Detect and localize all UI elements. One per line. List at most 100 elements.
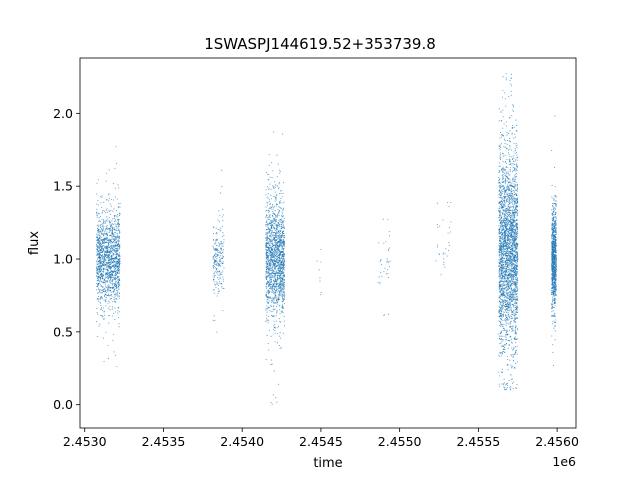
data-point bbox=[266, 334, 268, 337]
data-point bbox=[97, 284, 99, 286]
data-point bbox=[502, 289, 504, 291]
data-point bbox=[272, 297, 274, 299]
data-point bbox=[503, 297, 505, 299]
data-point bbox=[500, 220, 502, 222]
data-point bbox=[267, 297, 269, 299]
data-point bbox=[97, 292, 99, 294]
data-point bbox=[278, 261, 280, 263]
data-point bbox=[108, 194, 110, 196]
data-point bbox=[116, 289, 118, 292]
data-point bbox=[101, 243, 104, 245]
data-point bbox=[119, 212, 121, 214]
data-point bbox=[268, 199, 270, 201]
data-point bbox=[507, 314, 509, 316]
data-point bbox=[499, 343, 501, 345]
data-point bbox=[278, 305, 280, 307]
data-point bbox=[215, 239, 217, 241]
data-point bbox=[119, 229, 121, 231]
data-point bbox=[512, 199, 515, 201]
data-point bbox=[501, 226, 503, 228]
data-point bbox=[511, 330, 513, 332]
data-point bbox=[266, 290, 268, 292]
data-point bbox=[279, 251, 281, 254]
data-point bbox=[106, 253, 108, 255]
data-point bbox=[114, 249, 116, 251]
data-point bbox=[514, 336, 516, 338]
data-point bbox=[275, 232, 277, 234]
data-point bbox=[114, 293, 116, 296]
data-point bbox=[102, 234, 104, 236]
data-point bbox=[104, 281, 106, 283]
data-point bbox=[271, 231, 273, 233]
data-point bbox=[96, 245, 98, 248]
data-point bbox=[280, 258, 282, 260]
data-point bbox=[284, 281, 286, 283]
data-point bbox=[513, 215, 515, 217]
data-point bbox=[502, 175, 504, 177]
data-point bbox=[219, 259, 221, 261]
data-point bbox=[221, 272, 223, 274]
data-point bbox=[274, 291, 276, 293]
data-point bbox=[100, 275, 102, 278]
data-point bbox=[101, 292, 103, 294]
data-point bbox=[102, 271, 104, 273]
data-point bbox=[500, 269, 502, 271]
data-point bbox=[499, 306, 501, 308]
data-point bbox=[270, 220, 272, 222]
data-point bbox=[509, 340, 511, 342]
data-point bbox=[511, 104, 513, 106]
data-point bbox=[119, 247, 121, 249]
data-point bbox=[266, 292, 268, 294]
data-point bbox=[275, 298, 277, 300]
data-point bbox=[114, 269, 116, 271]
data-point bbox=[517, 307, 519, 309]
data-point bbox=[105, 254, 107, 257]
data-point bbox=[117, 214, 119, 216]
data-point bbox=[504, 209, 506, 211]
data-point bbox=[505, 173, 507, 175]
data-point bbox=[114, 196, 116, 198]
data-point bbox=[281, 225, 283, 227]
data-point bbox=[115, 287, 117, 289]
data-point bbox=[273, 261, 275, 263]
data-point bbox=[270, 310, 272, 312]
data-point bbox=[276, 154, 278, 156]
data-point bbox=[274, 250, 276, 252]
data-point bbox=[108, 279, 110, 281]
data-point bbox=[275, 286, 277, 289]
data-point bbox=[509, 241, 511, 243]
data-point bbox=[214, 249, 216, 251]
data-point bbox=[219, 271, 221, 273]
data-point bbox=[283, 252, 285, 254]
data-point bbox=[106, 199, 108, 201]
data-point bbox=[114, 216, 116, 218]
data-point bbox=[267, 225, 269, 227]
data-point bbox=[281, 221, 283, 223]
data-point bbox=[270, 280, 272, 282]
data-point bbox=[512, 197, 514, 199]
data-point bbox=[109, 246, 111, 248]
data-point bbox=[516, 185, 518, 187]
data-point bbox=[106, 208, 108, 210]
data-point bbox=[105, 228, 107, 230]
data-point bbox=[279, 269, 281, 271]
data-point bbox=[119, 284, 121, 286]
data-point bbox=[109, 222, 111, 224]
data-point bbox=[104, 277, 106, 279]
data-point bbox=[102, 316, 104, 318]
data-point bbox=[513, 320, 515, 322]
data-point bbox=[212, 265, 214, 267]
data-point bbox=[102, 223, 104, 225]
data-point bbox=[511, 182, 513, 184]
data-point bbox=[276, 261, 279, 264]
data-point bbox=[500, 189, 503, 191]
data-point bbox=[516, 329, 518, 331]
data-point bbox=[448, 242, 450, 244]
data-point bbox=[108, 228, 110, 230]
data-point bbox=[100, 297, 102, 299]
data-point bbox=[110, 210, 112, 212]
data-point bbox=[117, 216, 119, 218]
data-point bbox=[101, 231, 103, 233]
data-point bbox=[102, 228, 105, 230]
data-point bbox=[281, 267, 283, 269]
